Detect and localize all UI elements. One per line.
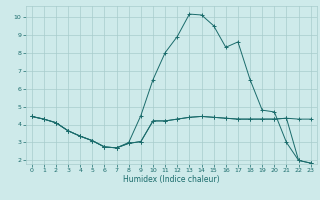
X-axis label: Humidex (Indice chaleur): Humidex (Indice chaleur)	[123, 175, 220, 184]
